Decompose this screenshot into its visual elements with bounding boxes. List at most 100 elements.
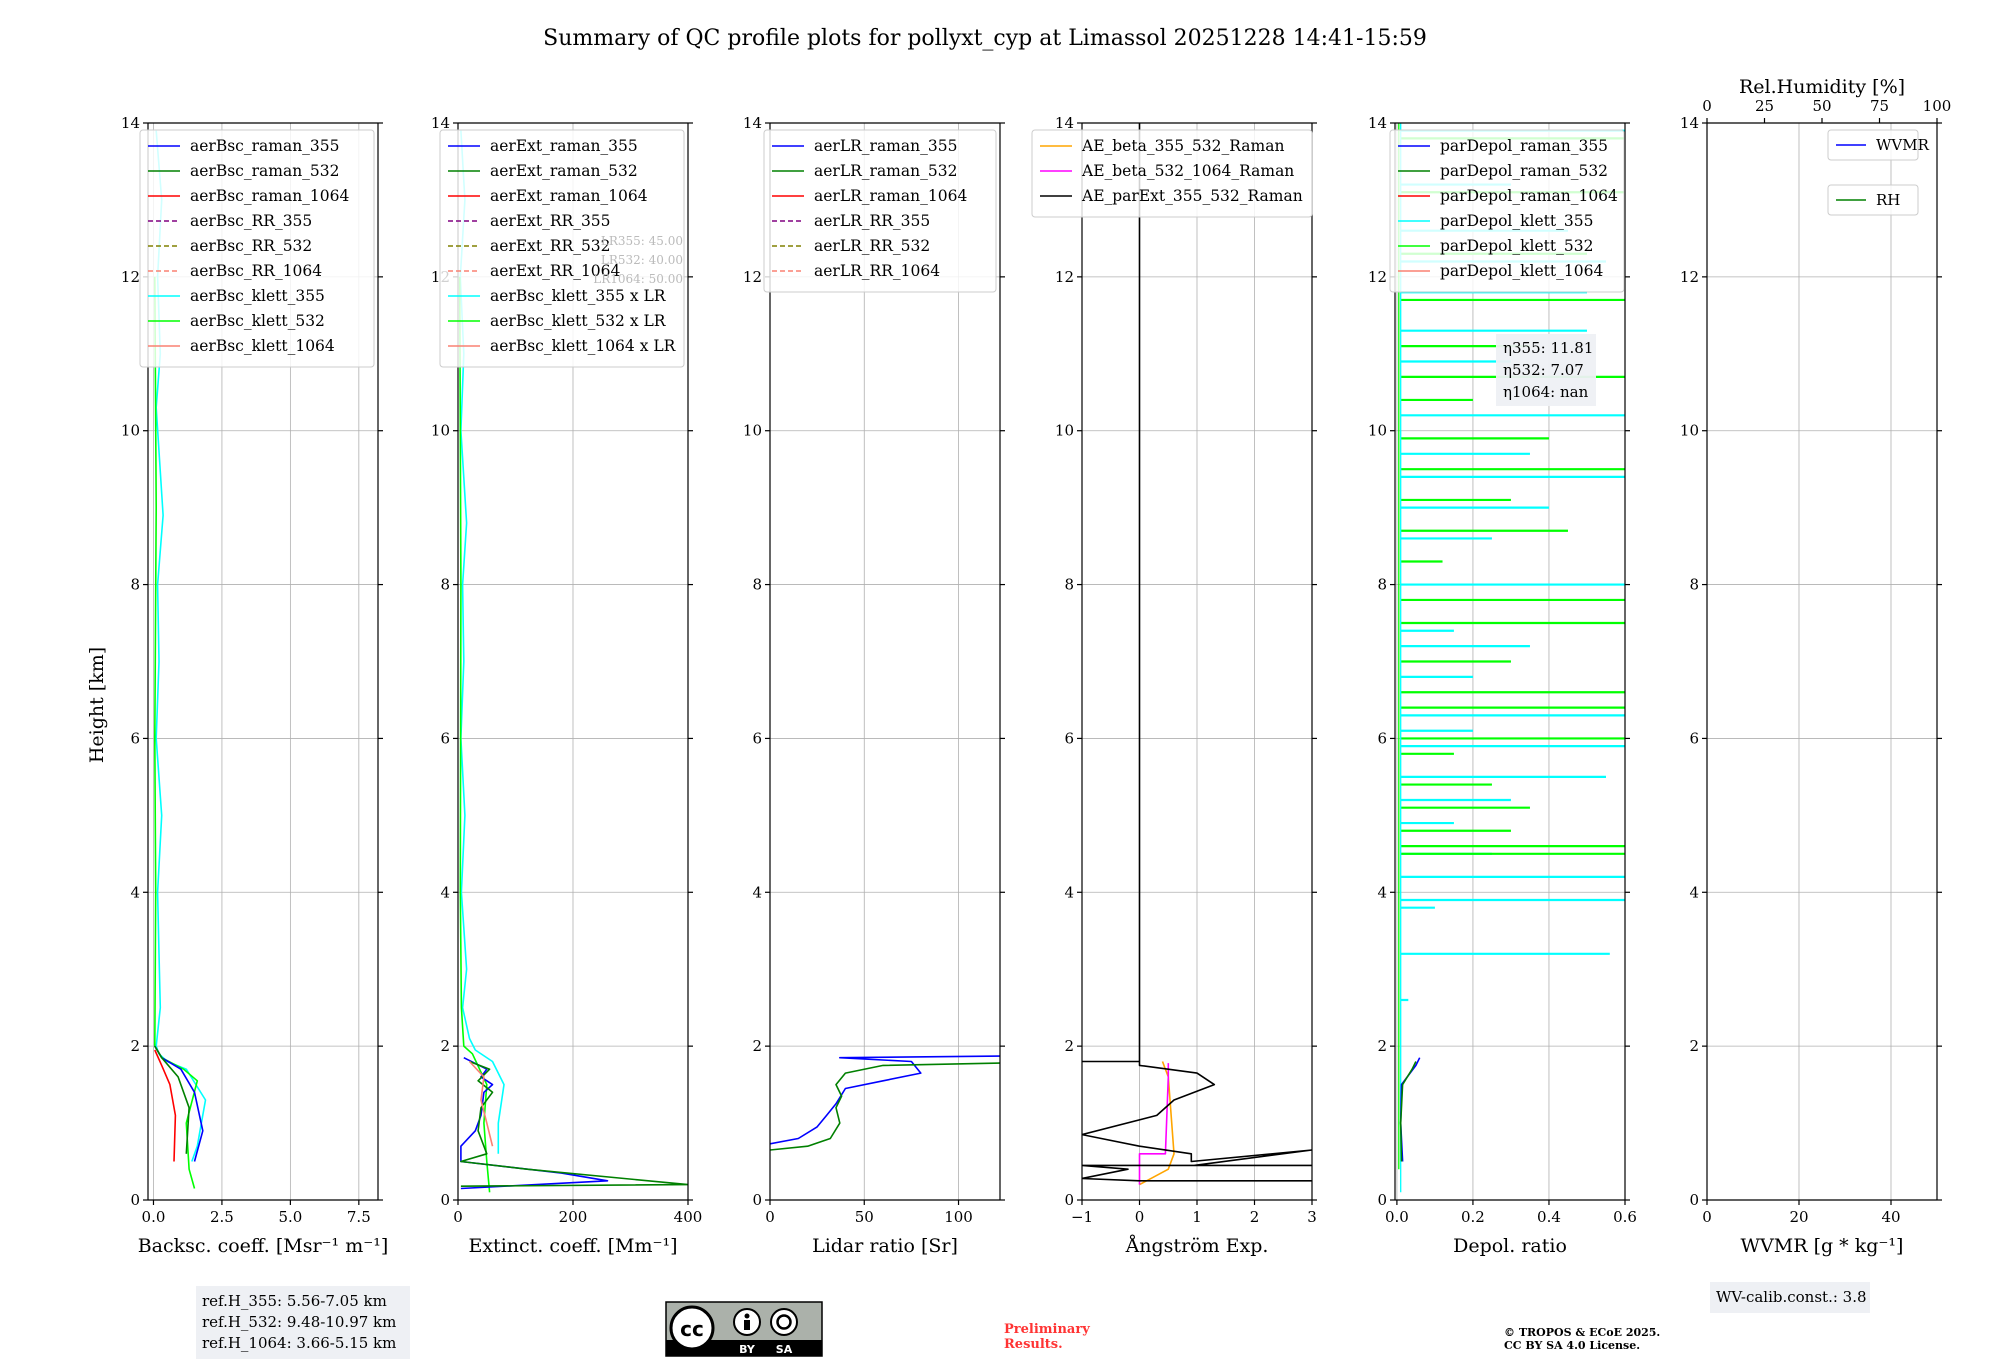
legend-box [1827,129,1919,161]
y-axis-label: Height [km] [86,647,108,763]
y-tick-label: 14 [1055,114,1074,132]
x-axis-label: WVMR [g * kg⁻¹] [1741,1235,1904,1257]
x2-tick-label: 50 [1812,97,1831,115]
x-tick-label: 40 [1881,1208,1900,1226]
x-tick-label: 200 [559,1208,588,1226]
legend-label: aerBsc_RR_532 [190,237,312,255]
y-tick-label: 0 [130,1191,140,1209]
y-tick-label: 8 [130,576,140,594]
legend-label: aerBsc_raman_355 [190,137,340,155]
y-tick-label: 4 [130,883,140,901]
x-tick-label: 0 [1135,1208,1145,1226]
x-tick-label: 0.0 [142,1208,166,1226]
y-tick-label: 6 [1064,729,1074,747]
series-line-aerBsc_raman_532 [154,1045,190,1154]
x-axis-label: Depol. ratio [1453,1235,1567,1257]
lr-note: LR1064: 50.00 [593,272,683,286]
series-line-aerBsc_klett_532 x LR [458,276,491,1193]
y-tick-label: 2 [752,1037,762,1055]
x-tick-label: 50 [855,1208,874,1226]
preliminary-results: Results. [1004,1337,1063,1352]
by-text: BY [739,1343,756,1356]
cc-text: cc [680,1317,704,1341]
legend-label: WVMR [1876,136,1930,154]
y-tick-label: 0 [1689,1191,1699,1209]
y-tick-label: 6 [130,729,140,747]
x-tick-label: 7.5 [347,1208,371,1226]
x-tick-label: 2 [1250,1208,1260,1226]
legend-label: parDepol_klett_355 [1440,212,1593,230]
y-tick-label: 4 [752,883,762,901]
legend-label: parDepol_klett_532 [1440,237,1593,255]
legend-label: aerBsc_RR_355 [190,212,312,230]
legend-label: aerLR_RR_1064 [814,262,940,280]
annotation-line: ref.H_532: 9.48-10.97 km [202,1313,396,1331]
data-layer [154,130,207,1189]
x-tick-label: 100 [944,1208,973,1226]
y-tick-label: 10 [1368,422,1387,440]
eta-note-line: η532: 7.07 [1503,361,1584,379]
cc-by-sa-logo: cc BY SA [665,1301,823,1357]
y-tick-label: 10 [743,422,762,440]
x-tick-label: 0.2 [1461,1208,1485,1226]
x2-tick-label: 0 [1702,97,1712,115]
series-line-AE_beta_355_532_Raman [1139,1061,1175,1186]
x-tick-label: 1 [1192,1208,1202,1226]
y-tick-label: 14 [121,114,140,132]
series-line-aerBsc_raman_1064 [154,1049,177,1162]
x2-axis-label: Rel.Humidity [%] [1739,76,1905,98]
legend-box [763,129,997,293]
x-axis-label: Lidar ratio [Sr] [812,1235,958,1257]
y-tick-label: 2 [1064,1037,1074,1055]
annotation-box [196,1286,410,1359]
y-tick-label: 10 [1055,422,1074,440]
y-tick-label: 12 [1680,268,1699,286]
y-tick-label: 0 [440,1191,450,1209]
y-tick-label: 12 [1368,268,1387,286]
legend-label: aerBsc_klett_1064 [190,337,335,355]
panel-depol: 0 2 4 6 8 10 12 14 0.0 0.2 0.4 0.6 Depol. ratio parDe… [1368,114,1637,1257]
series-line-aerExt_raman_532 [460,1060,688,1187]
series-line-aerExt_raman_355 [460,1056,609,1190]
sa-arrow-icon [776,1314,792,1330]
legend-label: RH [1876,191,1900,209]
y-tick-label: 0 [1377,1191,1387,1209]
legend-label: aerLR_RR_532 [814,237,930,255]
y-tick-label: 2 [1689,1037,1699,1055]
y-tick-label: 8 [1689,576,1699,594]
legend-box [1389,129,1625,293]
y-tick-label: 4 [1689,883,1699,901]
x-tick-label: 400 [674,1208,703,1226]
legend-label: aerBsc_RR_1064 [190,262,322,280]
legend-label: aerBsc_klett_355 x LR [490,287,667,305]
copyright-notice: CC BY SA 4.0 License. [1504,1339,1640,1352]
y-tick-label: 4 [440,883,450,901]
y-tick-label: 14 [431,114,450,132]
legend-label: aerBsc_raman_532 [190,162,340,180]
lr-note: LR532: 40.00 [601,253,683,267]
x-tick-label: 2.5 [210,1208,234,1226]
y-tick-label: 14 [1680,114,1699,132]
x-tick-label: 0 [453,1208,463,1226]
series-line-aerBsc_raman_355 [154,1045,204,1162]
y-tick-label: 8 [1377,576,1387,594]
sa-icon [770,1308,798,1336]
y-tick-label: 10 [121,422,140,440]
figure-title: Summary of QC profile plots for pollyxt_… [543,26,1427,51]
legend-label: aerLR_raman_355 [814,137,957,155]
panel-ext: 024681012140200400Extinct. coeff. [Mm⁻¹]… [431,114,702,1257]
series-line-aerBsc_klett_532 [154,276,199,1189]
annotation-line: ref.H_1064: 3.66-5.15 km [202,1334,396,1352]
legend-label: aerExt_RR_355 [490,212,611,230]
annotation-line: ref.H_355: 5.56-7.05 km [202,1292,387,1310]
x-tick-label: 0.0 [1385,1208,1409,1226]
series-line-AE_parExt_355_532_Raman [1082,123,1312,1182]
y-tick-label: 8 [752,576,762,594]
y-tick-label: 14 [743,114,762,132]
x-tick-label: 3 [1307,1208,1317,1226]
eta-note-line: η1064: nan [1503,383,1589,401]
data-layer [770,1055,1000,1151]
series-line-aerLR_raman_355 [770,1055,1000,1145]
